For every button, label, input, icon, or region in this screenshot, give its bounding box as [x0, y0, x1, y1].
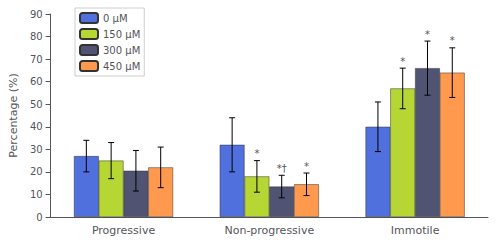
svg-text:10: 10: [30, 189, 43, 200]
svg-text:*†: *†: [277, 163, 287, 174]
svg-text:*: *: [254, 148, 259, 159]
svg-text:*: *: [450, 35, 455, 46]
svg-text:90: 90: [30, 9, 43, 20]
svg-text:*: *: [425, 29, 430, 40]
svg-text:Percentage (%): Percentage (%): [7, 73, 20, 157]
svg-text:50: 50: [30, 99, 43, 110]
svg-text:60: 60: [30, 76, 43, 87]
svg-text:40: 40: [30, 121, 43, 132]
svg-text:*: *: [400, 56, 405, 67]
svg-text:450 μM: 450 μM: [103, 61, 140, 72]
svg-text:0: 0: [36, 212, 42, 223]
svg-text:300 μM: 300 μM: [103, 45, 140, 56]
svg-text:150 μM: 150 μM: [103, 29, 140, 40]
svg-text:80: 80: [30, 31, 43, 42]
svg-text:Non-progressive: Non-progressive: [224, 224, 314, 237]
svg-text:Immotile: Immotile: [391, 224, 440, 237]
svg-text:20: 20: [30, 166, 43, 177]
svg-text:70: 70: [30, 54, 43, 65]
svg-text:*: *: [304, 161, 309, 172]
svg-text:Progressive: Progressive: [92, 224, 156, 237]
svg-text:30: 30: [30, 144, 43, 155]
svg-text:0 μM: 0 μM: [103, 13, 128, 24]
